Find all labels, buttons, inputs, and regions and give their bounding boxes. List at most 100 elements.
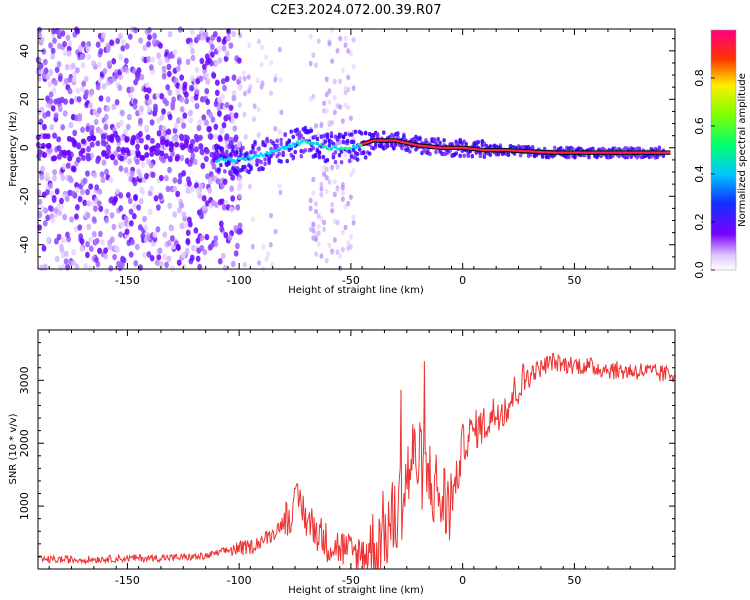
ridge-halo-cell [438, 140, 442, 146]
ridge-halo-cell [363, 130, 368, 136]
spectrogram-cell [88, 245, 94, 252]
spectrogram-cell [138, 137, 144, 144]
spectrogram-cell [213, 100, 219, 108]
spectrogram-cell [101, 83, 107, 90]
spectrogram-cell [75, 87, 81, 94]
spectrogram-cell [216, 45, 222, 53]
spectrogram-cell [176, 59, 182, 66]
spectrogram-cell [138, 197, 144, 205]
spectrogram-cell [70, 62, 76, 70]
spectrogram-cell [71, 76, 77, 83]
spectrogram-cell [108, 176, 114, 183]
spectrogram-cell [322, 100, 327, 107]
spectrogram-cell [228, 104, 234, 111]
x-tick-label: 0 [459, 274, 466, 287]
spectrogram-cell [90, 200, 96, 207]
spectrogram-cell [114, 99, 120, 106]
spectrogram-cell [264, 54, 269, 60]
ridge-halo-cell [361, 150, 366, 155]
spectrogram-cell [163, 175, 169, 182]
spectrogram-cell [238, 83, 243, 89]
spectrogram-cell [155, 142, 161, 149]
spectrogram-cell [252, 103, 257, 109]
ridge-halo-cell [454, 151, 458, 156]
spectrogram-cell [62, 110, 68, 117]
spectrogram-cell [166, 240, 172, 247]
spectrogram-cell [60, 174, 66, 182]
ridge-halo-cell [253, 151, 257, 156]
spectrogram-cell [124, 136, 130, 143]
spectrogram-cell [161, 125, 167, 132]
spectrogram-cell [197, 192, 203, 199]
spectrogram-cell [237, 102, 242, 108]
ridge-halo-cell [325, 132, 330, 137]
ridge-halo-cell [351, 139, 356, 145]
spectrogram-cell [42, 264, 48, 271]
spectrogram-cell [93, 256, 99, 264]
spectrogram-cell [80, 40, 86, 48]
spectrogram-cell [51, 86, 57, 94]
spectrogram-cell [264, 256, 269, 262]
spectrogram-cell [76, 96, 82, 103]
spectrogram-cell [56, 60, 62, 68]
spectrogram-cell [230, 195, 236, 202]
spectrogram-cell [56, 153, 62, 160]
spectrogram-cell [161, 65, 167, 73]
spectrogram-cell [46, 236, 51, 243]
spectrogram-cell [179, 202, 184, 209]
spectrogram-cell [179, 117, 185, 124]
spectrogram-cell [108, 78, 114, 85]
spectrogram-cell [190, 138, 196, 145]
spectrogram-cell [210, 116, 216, 123]
ridge-halo-cell [241, 145, 245, 151]
spectrogram-cell [48, 98, 54, 105]
spectrogram-frame [37, 28, 676, 270]
spectrogram-cell [116, 146, 122, 153]
spectrogram-cell [103, 253, 109, 260]
spectrogram-cell [109, 236, 115, 243]
spectrogram-cell [228, 42, 234, 49]
spectrogram-cell [42, 123, 47, 131]
spectrogram-cell [182, 112, 188, 119]
spectrogram-cell [57, 105, 63, 113]
spectrogram-cell [200, 162, 206, 170]
ridge-halo-cell [277, 151, 281, 157]
ridge-halo-cell [257, 146, 261, 151]
spectrogram-cell [118, 192, 124, 199]
spectrogram-cell [260, 44, 265, 51]
spectrogram-cell [173, 135, 179, 142]
spectrogram-cell [159, 139, 165, 146]
x-tick-label: -50 [342, 274, 360, 287]
spectrogram-cell [115, 37, 121, 45]
spectrogram-cell [63, 258, 69, 265]
spectrogram-cell [169, 225, 175, 232]
snr-plot-area [38, 330, 675, 569]
spectrogram-cell [221, 45, 227, 52]
spectrogram-cell [209, 60, 214, 67]
spectrogram-cell [167, 89, 173, 96]
spectrogram-cell [316, 241, 321, 247]
spectrogram-cell [330, 58, 335, 64]
spectrogram-cell [335, 163, 340, 170]
ridge-halo-cell [402, 134, 406, 140]
spectrogram-cell [47, 204, 53, 212]
ridge-halo-cell [347, 149, 352, 154]
spectrogram-cell [58, 264, 63, 272]
spectrogram-cell [316, 230, 321, 236]
spectrogram-cell [233, 134, 239, 141]
spectrogram-cell [175, 65, 181, 72]
spectrogram-cell [127, 158, 132, 165]
spectrogram-cell [167, 166, 172, 174]
spectrogram-cell [127, 91, 133, 99]
spectrogram-cell [147, 208, 153, 216]
spectrogram-cell [109, 153, 115, 160]
spectrogram-cell [67, 76, 73, 83]
spectrogram-cell [125, 123, 131, 131]
spectrogram-cell [188, 117, 194, 124]
spectrogram-cell [158, 174, 164, 182]
spectrogram-cell [222, 84, 227, 92]
ridge-halo-cell [297, 130, 302, 135]
spectrogram-cell [273, 76, 278, 83]
spectrogram-cell [268, 241, 273, 248]
colorbar-tick-label: 0.0 [693, 261, 706, 279]
